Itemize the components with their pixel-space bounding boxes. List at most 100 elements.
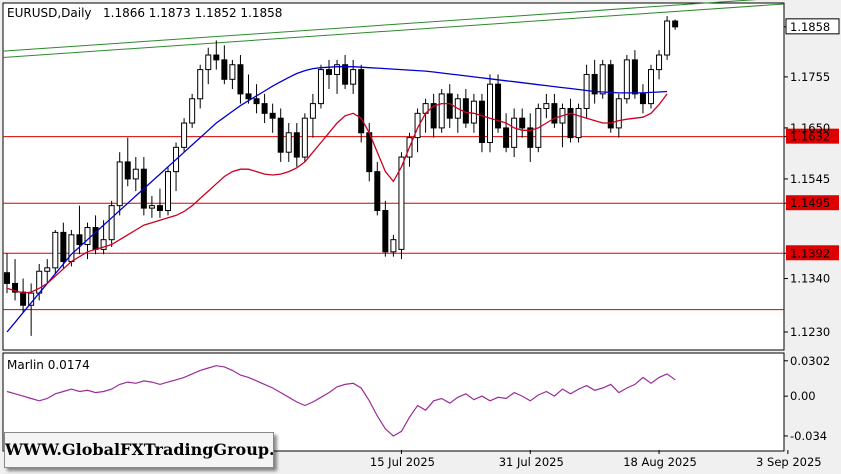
candle-body <box>543 103 550 109</box>
candle <box>495 74 502 133</box>
candle-body <box>181 122 188 148</box>
candle <box>567 98 574 143</box>
candle-body <box>309 103 316 119</box>
candle-body <box>519 117 526 129</box>
candle <box>414 108 421 153</box>
candle <box>503 113 510 153</box>
candle-body <box>148 205 155 209</box>
indicator-title: Marlin 0.0174 <box>7 358 90 372</box>
candle <box>382 200 389 257</box>
candle-body <box>4 272 10 284</box>
candle <box>20 278 27 313</box>
x-tick-label: 15 Jul 2025 <box>370 455 435 469</box>
candle-body <box>293 132 300 158</box>
candle-body <box>495 83 502 129</box>
candle-body <box>575 107 582 139</box>
candle-body <box>567 107 574 139</box>
candle-body <box>430 103 437 129</box>
candle-body <box>639 93 646 105</box>
y-tick-label: 1.1755 <box>790 70 830 84</box>
candle <box>44 259 51 284</box>
x-tick-label: 18 Aug 2025 <box>623 455 697 469</box>
candle <box>358 64 365 143</box>
candle <box>350 59 357 94</box>
candle-body <box>205 54 212 71</box>
candle-body <box>446 93 453 119</box>
indicator-y-tick-label: 0.0302 <box>790 354 830 368</box>
candle-body <box>398 156 405 250</box>
candle-body <box>52 231 59 269</box>
candle-body <box>165 171 171 212</box>
candle <box>245 74 252 104</box>
indicator-y-tick-label: 0.00 <box>790 389 816 403</box>
candle <box>648 64 654 109</box>
candle <box>205 47 212 85</box>
price-level-tag <box>786 128 839 144</box>
candle-body <box>656 54 663 71</box>
candle <box>551 93 558 128</box>
candle <box>221 45 228 85</box>
candle-body <box>221 59 228 80</box>
candle-body <box>253 98 260 105</box>
candle <box>261 93 268 124</box>
price-level-tag <box>786 195 839 211</box>
candle-body <box>60 231 67 263</box>
candle-body <box>511 117 518 148</box>
current-price-tag <box>785 18 840 35</box>
candle <box>438 89 445 133</box>
candle-body <box>623 59 630 100</box>
y-tick-label: 1.1495 <box>790 196 830 210</box>
candle-body <box>237 64 244 95</box>
candle-body <box>269 112 276 119</box>
candle <box>478 93 485 153</box>
candle-body <box>156 205 163 212</box>
candle-body <box>591 73 598 95</box>
candle-body <box>213 54 220 61</box>
candle-body <box>414 112 421 139</box>
candle <box>487 74 493 153</box>
candle <box>334 59 341 94</box>
candle-body <box>301 117 308 158</box>
candle-body <box>189 98 196 124</box>
candle-body <box>76 234 83 246</box>
candle <box>132 157 139 192</box>
x-tick-label: 31 Jul 2025 <box>499 455 564 469</box>
candle-body <box>599 64 606 95</box>
candle-body <box>350 69 357 85</box>
candle <box>165 166 171 216</box>
candle <box>672 19 679 30</box>
candle <box>527 113 534 162</box>
candle-body <box>631 59 638 95</box>
candle <box>197 64 204 109</box>
candle <box>181 118 188 153</box>
candle <box>213 40 220 70</box>
candle-body <box>197 69 204 100</box>
candle-body <box>438 93 445 129</box>
candle <box>269 103 276 133</box>
candle-body <box>116 161 123 207</box>
candle <box>108 200 115 247</box>
candle <box>148 195 155 218</box>
candle-body <box>374 171 381 212</box>
candle <box>326 59 332 90</box>
candle <box>60 222 67 269</box>
candle <box>656 50 663 80</box>
candle-body <box>108 205 115 241</box>
candle <box>124 137 131 187</box>
candle <box>664 16 671 60</box>
candle-body <box>44 267 51 272</box>
channel-line-0 <box>2 3 785 58</box>
candle-body <box>648 69 654 105</box>
candle-body <box>20 291 27 306</box>
candle <box>398 152 405 260</box>
candle <box>511 108 518 158</box>
candle <box>253 84 260 114</box>
y-tick-label: 1.1632 <box>790 130 830 144</box>
candle-body <box>503 127 510 148</box>
candle <box>342 55 349 90</box>
candle <box>116 152 123 216</box>
candle <box>631 50 638 99</box>
candle <box>390 234 397 257</box>
price-level-tag <box>786 245 839 261</box>
